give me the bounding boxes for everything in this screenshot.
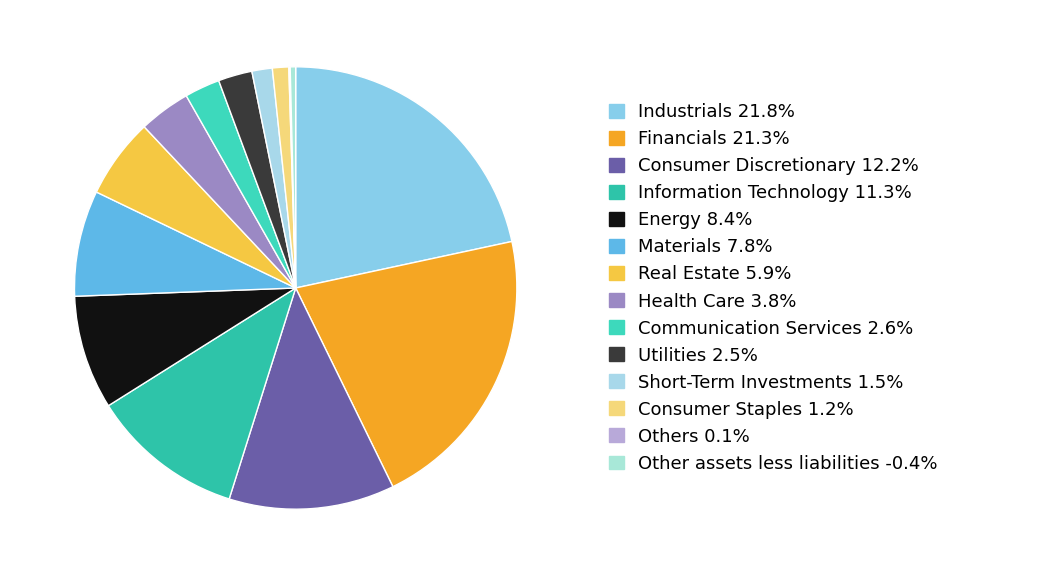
Wedge shape bbox=[96, 127, 296, 288]
Legend: Industrials 21.8%, Financials 21.3%, Consumer Discretionary 12.2%, Information T: Industrials 21.8%, Financials 21.3%, Con… bbox=[601, 94, 947, 482]
Wedge shape bbox=[272, 67, 296, 288]
Wedge shape bbox=[219, 71, 296, 288]
Wedge shape bbox=[229, 288, 393, 509]
Wedge shape bbox=[290, 67, 296, 288]
Wedge shape bbox=[288, 67, 296, 288]
Wedge shape bbox=[145, 96, 296, 288]
Wedge shape bbox=[296, 241, 516, 487]
Wedge shape bbox=[75, 288, 296, 406]
Wedge shape bbox=[296, 67, 512, 288]
Wedge shape bbox=[75, 192, 296, 296]
Wedge shape bbox=[186, 81, 296, 288]
Wedge shape bbox=[251, 68, 296, 288]
Wedge shape bbox=[109, 288, 296, 499]
